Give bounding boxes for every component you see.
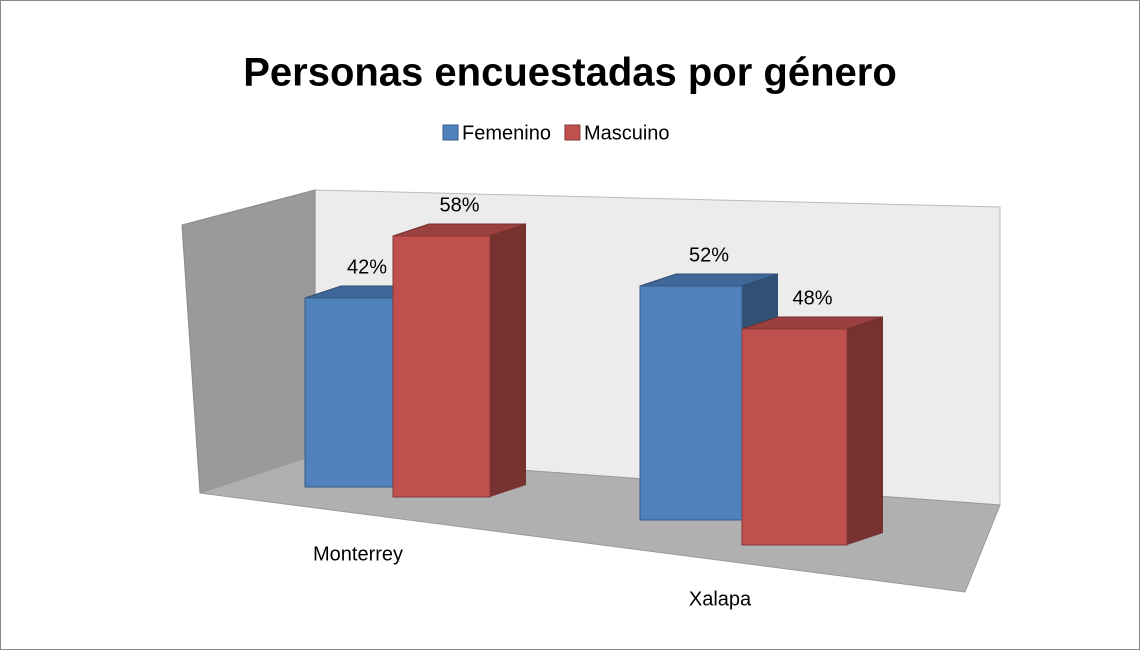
- legend: Femenino Mascuino: [442, 122, 670, 144]
- bar-side: [847, 317, 883, 545]
- legend-label: Femenino: [462, 122, 551, 144]
- legend-swatch: [442, 124, 459, 141]
- bar: [392, 223, 527, 498]
- side-wall: [181, 189, 316, 494]
- bar-front: [304, 297, 394, 488]
- bar-front: [392, 235, 491, 498]
- bar: [741, 316, 884, 546]
- bar-front: [741, 328, 848, 546]
- chart-title: Personas encuestadas por género: [243, 51, 897, 95]
- bar-side: [490, 224, 526, 497]
- data-label: 48%: [792, 287, 832, 309]
- x-tick-label: Monterrey: [313, 543, 403, 565]
- legend-label: Mascuino: [584, 122, 670, 144]
- legend-swatch: [564, 124, 581, 141]
- bar: [304, 285, 430, 488]
- bar-front: [639, 285, 743, 521]
- data-label: 58%: [439, 194, 479, 216]
- data-label: 52%: [689, 244, 729, 266]
- x-tick-label: Xalapa: [689, 588, 752, 610]
- data-label: 42%: [347, 256, 387, 278]
